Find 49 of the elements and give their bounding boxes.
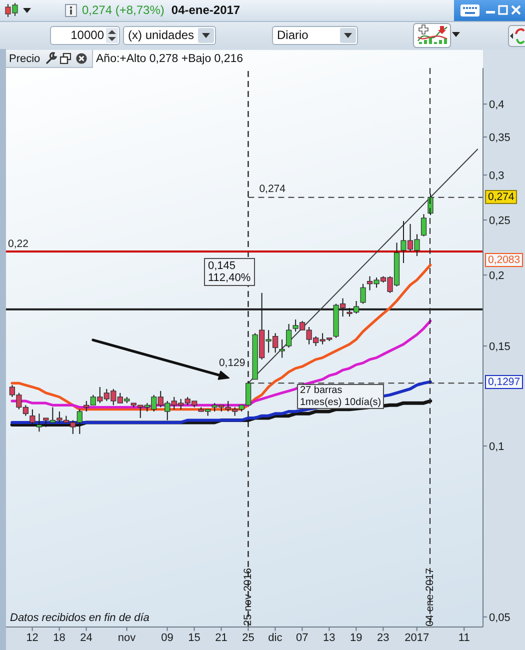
x-tick-label: 07 <box>296 632 308 644</box>
y-tick-label: 0,3 <box>489 170 504 182</box>
x-tick-label: 19 <box>350 632 362 644</box>
y-tick-label: 0,25 <box>489 214 510 227</box>
x-tick-label: 15 <box>188 632 200 644</box>
text: 0,1297 <box>485 374 524 389</box>
annotation: Datos recibidos en fin de día <box>10 612 150 625</box>
candlestick <box>420 214 427 237</box>
text: 04-ene-2017 <box>171 3 240 18</box>
x-tick-label: 12 <box>26 632 38 644</box>
x-tick-label: 24 <box>80 632 92 644</box>
ref-line-label: 25 nov 2016 <box>242 568 254 626</box>
x-tick-label: 23 <box>377 632 390 644</box>
candlestick <box>360 283 366 304</box>
note-box: 27 barras 1mes(es) 10día(s) <box>297 384 384 409</box>
x-tick-label: nov <box>118 632 136 644</box>
dropdown[interactable]: Diario <box>272 26 358 45</box>
x-tick-label: 18 <box>53 632 66 644</box>
annotation: 0,274 <box>485 190 518 204</box>
text: 0,2083 <box>485 253 524 268</box>
ref-line-label: 0,22 <box>8 238 28 250</box>
chart-subtitle: Año:+Alto 0,278 +Bajo 0,216 <box>96 53 244 66</box>
x-tick-label: 25 <box>242 632 254 644</box>
y-tick-label: 0,4 <box>489 98 504 111</box>
annotation: 04 ene 2017 <box>424 568 436 626</box>
x-tick-label: 09 <box>161 632 174 644</box>
x-tick-label: 11 <box>458 632 470 644</box>
x-tick-label: 21 <box>215 632 228 644</box>
annotation: 1mes(es) 10día(s) <box>300 396 382 408</box>
text: 0,274 (+8,73%) <box>82 3 164 18</box>
annotation: 112,40% <box>208 272 251 284</box>
y-tick-label: 0,1 <box>489 440 504 453</box>
chart-title: Precio <box>9 53 40 66</box>
y-tick-label: 0,2 <box>489 270 504 282</box>
ref-line-label: 0,274 <box>259 183 286 196</box>
note-box: 0,145 112,40% <box>204 258 255 286</box>
dropdown[interactable]: (x) unidades <box>123 26 216 45</box>
x-tick-label: dic <box>268 632 283 644</box>
y-tick-label: 0,05 <box>489 612 510 624</box>
ref-line-label: 0,129 <box>218 357 246 370</box>
y-tick-label: 0,35 <box>489 132 510 144</box>
candlestick <box>286 323 292 348</box>
candlestick <box>279 338 285 358</box>
y-tick-label: 0,15 <box>489 340 510 353</box>
x-tick-label: 13 <box>323 632 336 644</box>
x-tick-label: 2017 <box>404 632 430 644</box>
annotation: 27 barras <box>300 385 344 396</box>
annotation: 0,145 <box>208 260 237 272</box>
number-field[interactable]: 10000 <box>50 26 120 45</box>
